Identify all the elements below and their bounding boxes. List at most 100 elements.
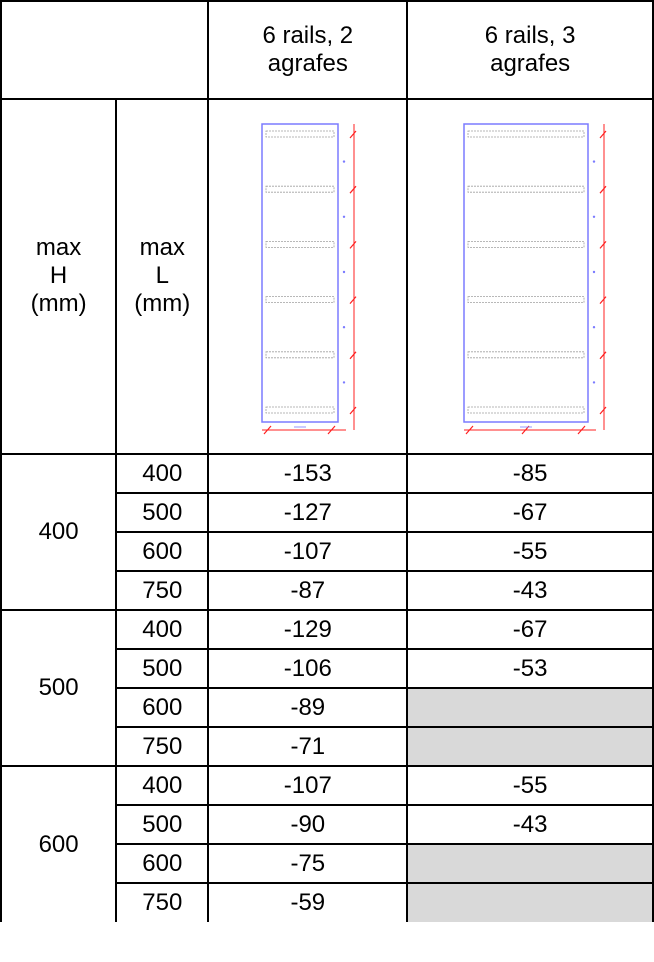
header-6-rails-3-agrafes: 6 rails, 3 agrafes (406, 0, 654, 100)
max-l-value: 400 (115, 765, 210, 806)
value-3-agrafes (406, 882, 654, 922)
rail (467, 350, 585, 358)
rail (467, 295, 585, 303)
header-6-rails-2-agrafes: 6 rails, 2 agrafes (207, 0, 409, 100)
value-3-agrafes: -43 (406, 804, 654, 845)
table-row: 600 400 -107 -55 (0, 765, 654, 922)
value-3-agrafes: -67 (406, 492, 654, 533)
value-2-agrafes: -71 (207, 726, 409, 767)
max-l-value: 750 (115, 882, 210, 922)
table-row: 400 400 -153 -85 (0, 453, 654, 611)
max-l-value: 500 (115, 492, 210, 533)
dimension-tick (349, 130, 357, 138)
max-l-value: 600 (115, 531, 210, 572)
dimension-tick (349, 240, 357, 249)
value-3-agrafes: -55 (406, 531, 654, 572)
max-l-value: 500 (115, 648, 210, 689)
spacing-dot (592, 159, 596, 163)
max-l-line-1: max (139, 233, 185, 261)
value-3-agrafes (406, 726, 654, 767)
diagram-row: max H (mm) max L (mm) (0, 98, 654, 455)
table-row: 750 -87 -43 (1, 570, 654, 611)
spacing-dot (592, 325, 596, 328)
dimension-tick (349, 295, 357, 304)
table-row: 750 -71 (1, 726, 654, 767)
diagram-cell-2-agrafes (207, 98, 409, 455)
dimension-tick (349, 406, 357, 414)
dimension-tick (349, 350, 357, 359)
value-3-agrafes: -85 (406, 453, 654, 494)
diagram-cell-3-agrafes (406, 98, 654, 455)
empty-corner-cell (0, 0, 210, 100)
max-l-value: 750 (115, 726, 210, 767)
table-row: 500 -106 -53 (1, 648, 654, 689)
value-2-agrafes: -90 (207, 804, 409, 845)
value-3-agrafes: -43 (406, 570, 654, 611)
dimension-tick (349, 185, 357, 194)
spacing-dot (342, 159, 346, 163)
table-body: 6 rails, 2 agrafes 6 rails, 3 agrafes ma… (0, 0, 654, 922)
max-l-value: 400 (115, 453, 210, 494)
spacing-dot (592, 270, 596, 273)
max-h-line-2: H (49, 261, 68, 289)
dimension-tick (599, 130, 607, 138)
spacing-dot (342, 270, 346, 273)
spacing-dot (342, 380, 346, 384)
radiator-frame (463, 122, 589, 423)
table-row: 500 400 -129 -67 (0, 609, 654, 767)
rail (265, 406, 335, 413)
radiator-frame (261, 122, 339, 423)
header-max-h: max H (mm) (0, 98, 118, 455)
data-table: 6 rails, 2 agrafes 6 rails, 3 agrafes ma… (0, 0, 654, 922)
agrafe-marker (465, 425, 474, 434)
value-2-agrafes: -107 (207, 531, 409, 572)
table-row: 600 -89 (1, 687, 654, 728)
value-2-agrafes: -89 (207, 687, 409, 728)
value-3-agrafes: -67 (406, 609, 654, 650)
max-l-line-2: L (155, 261, 169, 289)
rail (265, 240, 335, 248)
table-row: 600 -75 (1, 843, 654, 884)
value-2-agrafes: -106 (207, 648, 409, 689)
max-h-line-3: (mm) (30, 289, 87, 317)
rail (467, 130, 585, 137)
value-2-agrafes: -59 (207, 882, 409, 922)
dimension-tick (599, 240, 607, 249)
dimension-tick (599, 185, 607, 194)
spacing-dot (592, 380, 596, 384)
value-3-agrafes (406, 687, 654, 728)
value-2-agrafes: -129 (207, 609, 409, 650)
radiator-diagram-2-agrafes-icon (261, 122, 357, 434)
dimension-tick (599, 406, 607, 414)
spacing-dot (342, 325, 346, 328)
header-col3-text: 6 rails, 2 agrafes (262, 22, 354, 77)
rail (265, 130, 335, 137)
rail (265, 185, 335, 193)
rail (467, 240, 585, 248)
table-row: 500 -127 -67 (1, 492, 654, 533)
dimension-tick (599, 295, 607, 304)
rail (467, 406, 585, 413)
table-row: 600 -107 -55 (1, 531, 654, 572)
spacing-dot (592, 215, 596, 218)
value-2-agrafes: -107 (207, 765, 409, 806)
max-h-value: 400 (0, 453, 118, 611)
value-3-agrafes: -55 (406, 765, 654, 806)
radiator-diagram-3-agrafes-icon (463, 122, 607, 434)
value-2-agrafes: -153 (207, 453, 409, 494)
header-col4-text: 6 rails, 3 agrafes (484, 22, 576, 77)
max-l-value: 600 (115, 687, 210, 728)
header-max-l: max L (mm) (115, 98, 210, 455)
max-h-value: 600 (0, 765, 118, 922)
max-l-value: 500 (115, 804, 210, 845)
value-2-agrafes: -75 (207, 843, 409, 884)
agrafe-marker (263, 425, 272, 434)
max-l-line-3: (mm) (134, 289, 191, 317)
max-l-value: 750 (115, 570, 210, 611)
max-l-value: 600 (115, 843, 210, 884)
table-row: 500 -90 -43 (1, 804, 654, 845)
max-h-value: 500 (0, 609, 118, 767)
header-row: 6 rails, 2 agrafes 6 rails, 3 agrafes (0, 0, 654, 100)
spacing-dot (342, 215, 346, 218)
max-l-value: 400 (115, 609, 210, 650)
